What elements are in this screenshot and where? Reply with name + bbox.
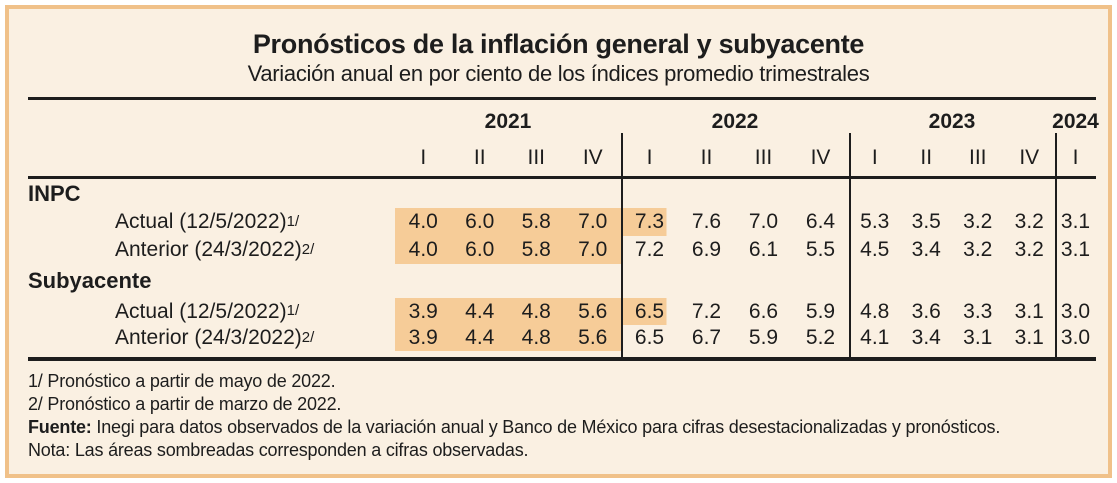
note-text: Las áreas sombreadas corresponden a cifr…	[74, 440, 529, 460]
row-label-inpc-actual: Actual (12/5/2022) 1/	[115, 210, 300, 233]
quarter-header: II	[473, 145, 486, 169]
value-cell: 5.9	[805, 299, 836, 323]
value-cell: 7.0	[748, 210, 779, 233]
value-cell: 3.3	[963, 299, 993, 323]
value-cell: 4.5	[860, 238, 890, 261]
value-cell: 3.9	[395, 298, 452, 325]
value-cell: 3.1	[1060, 238, 1091, 261]
divider-2022	[621, 133, 623, 357]
value-cell: 6.5	[621, 298, 678, 325]
divider-2024	[1055, 133, 1057, 357]
note-label: Nota:	[28, 440, 71, 460]
quarter-header: II	[920, 145, 933, 169]
divider-2023	[849, 133, 851, 357]
quarter-header: IV	[582, 145, 603, 169]
value-cell: 6.5	[634, 326, 665, 349]
value-cell: 6.4	[805, 210, 836, 233]
section-label-subyacente: Subyacente	[28, 268, 152, 293]
value-cell: 5.6	[564, 325, 621, 351]
quarter-header: I	[1072, 145, 1079, 169]
value-cell: 3.4	[911, 238, 941, 261]
value-cell: 5.3	[860, 210, 890, 233]
footnote-mark: 1/	[286, 212, 300, 230]
value-cell: 3.5	[911, 210, 941, 233]
quarter-header: IV	[1019, 145, 1040, 169]
source-line: Fuente: Inegi para datos observados de l…	[28, 416, 1000, 439]
quarter-header: III	[527, 145, 545, 169]
value-cell: 3.6	[911, 299, 941, 323]
header-bottom-rule	[28, 176, 1096, 179]
footnote-mark: 2/	[301, 240, 315, 258]
value-cell: 4.8	[508, 325, 565, 351]
value-cell: 3.2	[1014, 238, 1044, 261]
forecast-table: 2021 2022 2023 2024 I II III IV I II III…	[28, 97, 1099, 351]
row-label-inpc-anterior: Anterior (24/3/2022) 2/	[115, 238, 315, 261]
value-cell: 4.8	[508, 298, 565, 325]
value-cell: 4.8	[860, 299, 890, 323]
quarter-header: IV	[810, 145, 831, 169]
value-cell: 3.2	[963, 238, 993, 261]
footnote-1: 1/ Pronóstico a partir de mayo de 2022.	[28, 371, 336, 391]
value-cell: 3.0	[1060, 326, 1091, 349]
quarter-header: I	[646, 145, 653, 169]
value-cell: 7.2	[634, 238, 665, 261]
value-cell: 4.4	[451, 298, 508, 325]
row-label-subyacente-anterior: Anterior (24/3/2022) 2/	[115, 326, 315, 349]
note-line: Nota: Las áreas sombreadas corresponden …	[28, 439, 1000, 462]
value-cell: 4.4	[451, 325, 508, 351]
value-cell: 3.1	[1060, 210, 1091, 233]
section-label-inpc: INPC	[28, 180, 81, 206]
value-cell: 5.6	[564, 298, 621, 325]
value-cell: 3.9	[395, 325, 452, 351]
chart-title: Pronósticos de la inflación general y su…	[252, 29, 865, 59]
year-header-2022: 2022	[711, 110, 759, 133]
value-cell: 6.6	[748, 299, 779, 323]
value-cell: 3.1	[963, 326, 993, 349]
value-cell: 3.0	[1060, 299, 1091, 323]
value-cell: 5.9	[748, 326, 779, 349]
footnote-mark: 1/	[286, 302, 300, 319]
value-cell: 3.1	[1014, 299, 1044, 323]
value-cell: 3.4	[911, 326, 941, 349]
value-cell: 5.5	[805, 238, 836, 261]
value-cell: 6.1	[748, 238, 779, 261]
quarter-header: III	[968, 145, 987, 169]
quarter-header: I	[871, 145, 878, 169]
table-bottom-rule	[28, 357, 1096, 361]
value-cell: 4.0	[395, 236, 452, 264]
chart-subtitle: Variación anual en por ciento de los índ…	[247, 61, 870, 86]
value-cell: 5.2	[805, 326, 836, 349]
value-cell: 7.0	[564, 236, 621, 264]
value-cell: 7.0	[564, 208, 621, 236]
source-label: Fuente:	[28, 417, 92, 437]
value-cell: 3.2	[963, 210, 993, 233]
footnote-mark: 2/	[301, 328, 315, 346]
quarter-header: II	[700, 145, 713, 169]
value-cell: 3.1	[1014, 326, 1044, 349]
value-cell: 3.2	[1014, 210, 1044, 233]
value-cell: 7.6	[691, 210, 722, 233]
forecast-table-panel: Pronósticos de la inflación general y su…	[5, 5, 1112, 478]
value-cell: 7.3	[621, 208, 678, 236]
spacer-cell	[28, 100, 395, 136]
footnote-2: 2/ Pronóstico a partir de marzo de 2022.	[28, 394, 342, 414]
value-cell: 6.7	[691, 326, 722, 349]
year-header-2023: 2023	[928, 110, 976, 133]
year-header-2024: 2024	[1052, 110, 1099, 133]
row-label-subyacente-actual: Actual (12/5/2022) 1/	[115, 299, 300, 323]
value-cell: 6.0	[451, 208, 508, 236]
quarter-header: I	[420, 145, 427, 169]
value-cell: 4.0	[395, 208, 452, 236]
value-cell: 6.9	[691, 238, 722, 261]
value-cell: 5.8	[508, 236, 565, 264]
value-cell: 7.2	[691, 299, 722, 323]
value-cell: 5.8	[508, 208, 565, 236]
source-text: Inegi para datos observados de la variac…	[96, 417, 1001, 437]
year-header-2021: 2021	[484, 110, 532, 133]
quarter-header: III	[754, 145, 773, 169]
footnote-block: 1/ Pronóstico a partir de mayo de 2022. …	[28, 370, 1000, 462]
spacer-cell	[28, 136, 395, 179]
value-cell: 6.0	[451, 236, 508, 264]
value-cell: 4.1	[860, 326, 890, 349]
